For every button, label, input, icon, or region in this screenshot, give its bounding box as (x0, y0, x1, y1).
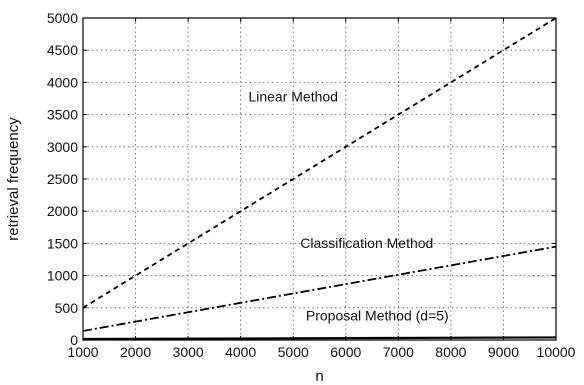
y-tick-labels: 0 500 1000 1500 2000 2500 3000 3500 4000 4500 5000 (47, 10, 78, 348)
series-lines (82, 17, 557, 341)
x-tick-label: 7000 (383, 344, 414, 360)
plot-frame (82, 17, 557, 341)
series-annotation: Classification Method (300, 235, 433, 251)
annotations: Linear Method Classification Method Propos… (248, 89, 448, 324)
y-tick-label: 3000 (47, 139, 78, 155)
series-line-proposal-method-d-5 (82, 336, 557, 341)
y-tick-label: 2500 (47, 171, 78, 187)
x-tick-label: 6000 (330, 344, 361, 360)
tick-marks (82, 17, 557, 341)
series-annotation: Proposal Method (d=5) (306, 308, 449, 324)
x-tick-label: 2000 (120, 344, 151, 360)
x-tick-label: 10000 (537, 344, 576, 360)
grid (83, 18, 556, 340)
series-line-classification-method (82, 245, 557, 332)
y-tick-label: 2000 (47, 203, 78, 219)
x-tick-label: 1000 (67, 344, 98, 360)
y-tick-label: 1500 (47, 235, 78, 251)
y-tick-label: 4500 (47, 42, 78, 58)
series-line-linear-method (82, 17, 557, 309)
y-tick-label: 5000 (47, 10, 78, 26)
x-axis-label: n (315, 368, 323, 385)
x-tick-label: 8000 (435, 344, 466, 360)
y-tick-label: 1000 (47, 268, 78, 284)
x-tick-label: 9000 (488, 344, 519, 360)
x-tick-label: 4000 (225, 344, 256, 360)
series-annotation: Linear Method (248, 89, 338, 105)
x-tick-labels: 1000 2000 3000 4000 5000 6000 7000 8000 9000 1000… (67, 344, 575, 360)
y-axis-label: retrieval frequency (5, 117, 22, 241)
x-tick-label: 5000 (278, 344, 309, 360)
y-tick-label: 4000 (47, 74, 78, 90)
x-tick-label: 3000 (173, 344, 204, 360)
y-tick-label: 500 (55, 300, 79, 316)
y-tick-label: 0 (70, 332, 78, 348)
y-tick-label: 3500 (47, 107, 78, 123)
